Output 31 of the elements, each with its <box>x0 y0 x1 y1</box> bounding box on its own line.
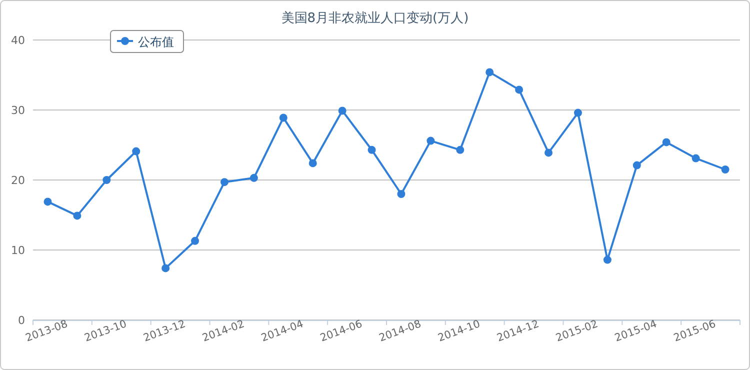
legend-label: 公布值 <box>138 35 174 49</box>
point <box>220 178 228 186</box>
point <box>308 159 317 168</box>
y-tick-label: 0 <box>18 314 25 327</box>
point <box>426 136 435 145</box>
point <box>662 138 670 146</box>
point <box>515 86 524 94</box>
point <box>279 114 288 122</box>
point <box>162 264 170 272</box>
point <box>692 154 700 162</box>
point <box>73 212 82 220</box>
point <box>44 198 52 206</box>
point <box>721 166 730 174</box>
y-tick-label: 30 <box>11 104 25 117</box>
y-tick-label: 40 <box>11 34 25 47</box>
point <box>544 148 553 157</box>
point <box>603 256 612 264</box>
y-tick-label: 10 <box>11 244 25 257</box>
chart-title: 美国8月非农就业人口变动(万人) <box>281 10 469 26</box>
point <box>102 176 111 184</box>
point <box>368 146 376 154</box>
point <box>632 161 641 170</box>
point <box>250 174 258 182</box>
y-tick-label: 20 <box>11 174 25 187</box>
point <box>574 108 582 117</box>
point <box>132 147 140 156</box>
point <box>456 146 464 154</box>
point <box>338 106 346 115</box>
point <box>397 190 406 198</box>
point <box>486 68 494 76</box>
point <box>191 236 200 245</box>
